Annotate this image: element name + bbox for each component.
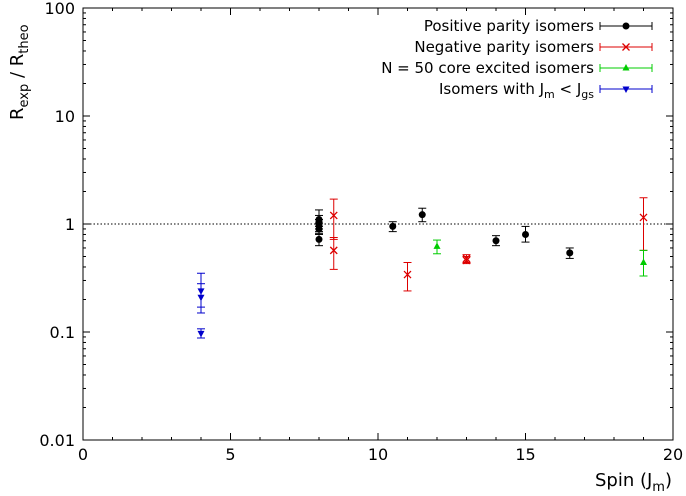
legend-label: N = 50 core excited isomers xyxy=(381,59,594,77)
x-tick-label: 20 xyxy=(663,445,683,464)
legend-label: Positive parity isomers xyxy=(424,17,594,35)
y-tick-label: 0.1 xyxy=(50,323,75,342)
data-point xyxy=(329,246,338,255)
legend-label: Negative parity isomers xyxy=(414,38,594,56)
data-point xyxy=(418,211,426,219)
series-4 xyxy=(197,272,205,339)
x-tick-label: 10 xyxy=(368,445,388,464)
legend-item: Isomers with Jm < Jgs xyxy=(439,80,653,101)
x-axis: 0 5 10 15 20 xyxy=(78,8,683,464)
data-point xyxy=(197,294,205,302)
legend-marker xyxy=(622,43,630,51)
legend-item: N = 50 core excited isomers xyxy=(381,59,653,77)
x-axis-label: Spin (Jm) xyxy=(595,470,672,495)
legend-marker xyxy=(622,86,630,93)
data-point xyxy=(433,242,441,249)
x-tick-label: 15 xyxy=(515,445,535,464)
x-tick-label: 5 xyxy=(225,445,235,464)
y-tick-label: 1 xyxy=(65,215,75,234)
legend-item: Negative parity isomers xyxy=(414,38,653,56)
data-point xyxy=(315,216,323,224)
data-point xyxy=(197,330,205,338)
data-point xyxy=(315,225,323,233)
data-point xyxy=(492,237,500,245)
data-point xyxy=(522,230,529,238)
y-tick-label: 0.01 xyxy=(39,431,75,450)
data-point xyxy=(403,270,412,279)
data-point xyxy=(315,235,323,243)
data-point xyxy=(329,211,338,220)
data-point xyxy=(566,249,574,257)
series-3 xyxy=(433,239,648,277)
x-axis-label-sub: m xyxy=(652,480,665,495)
data-point xyxy=(389,222,397,230)
data-point xyxy=(462,256,471,265)
y-tick-label: 100 xyxy=(44,0,75,18)
data-point xyxy=(640,258,647,266)
x-tick-label: 0 xyxy=(78,445,88,464)
legend: Positive parity isomers Negative parity i… xyxy=(381,17,653,101)
y-axis-label: Rexp / Rtheo xyxy=(7,24,32,120)
y-axis: 0.01 0.1 1 10 100 xyxy=(39,0,673,450)
series-1 xyxy=(315,207,574,259)
series-2 xyxy=(329,197,648,292)
series-layer xyxy=(197,197,648,339)
y-tick-label: 10 xyxy=(55,107,75,126)
legend-item: Positive parity isomers xyxy=(424,17,653,35)
data-point xyxy=(639,213,648,222)
legend-marker xyxy=(622,64,630,71)
legend-label: Isomers with Jm < Jgs xyxy=(439,80,594,101)
legend-marker xyxy=(622,22,630,30)
